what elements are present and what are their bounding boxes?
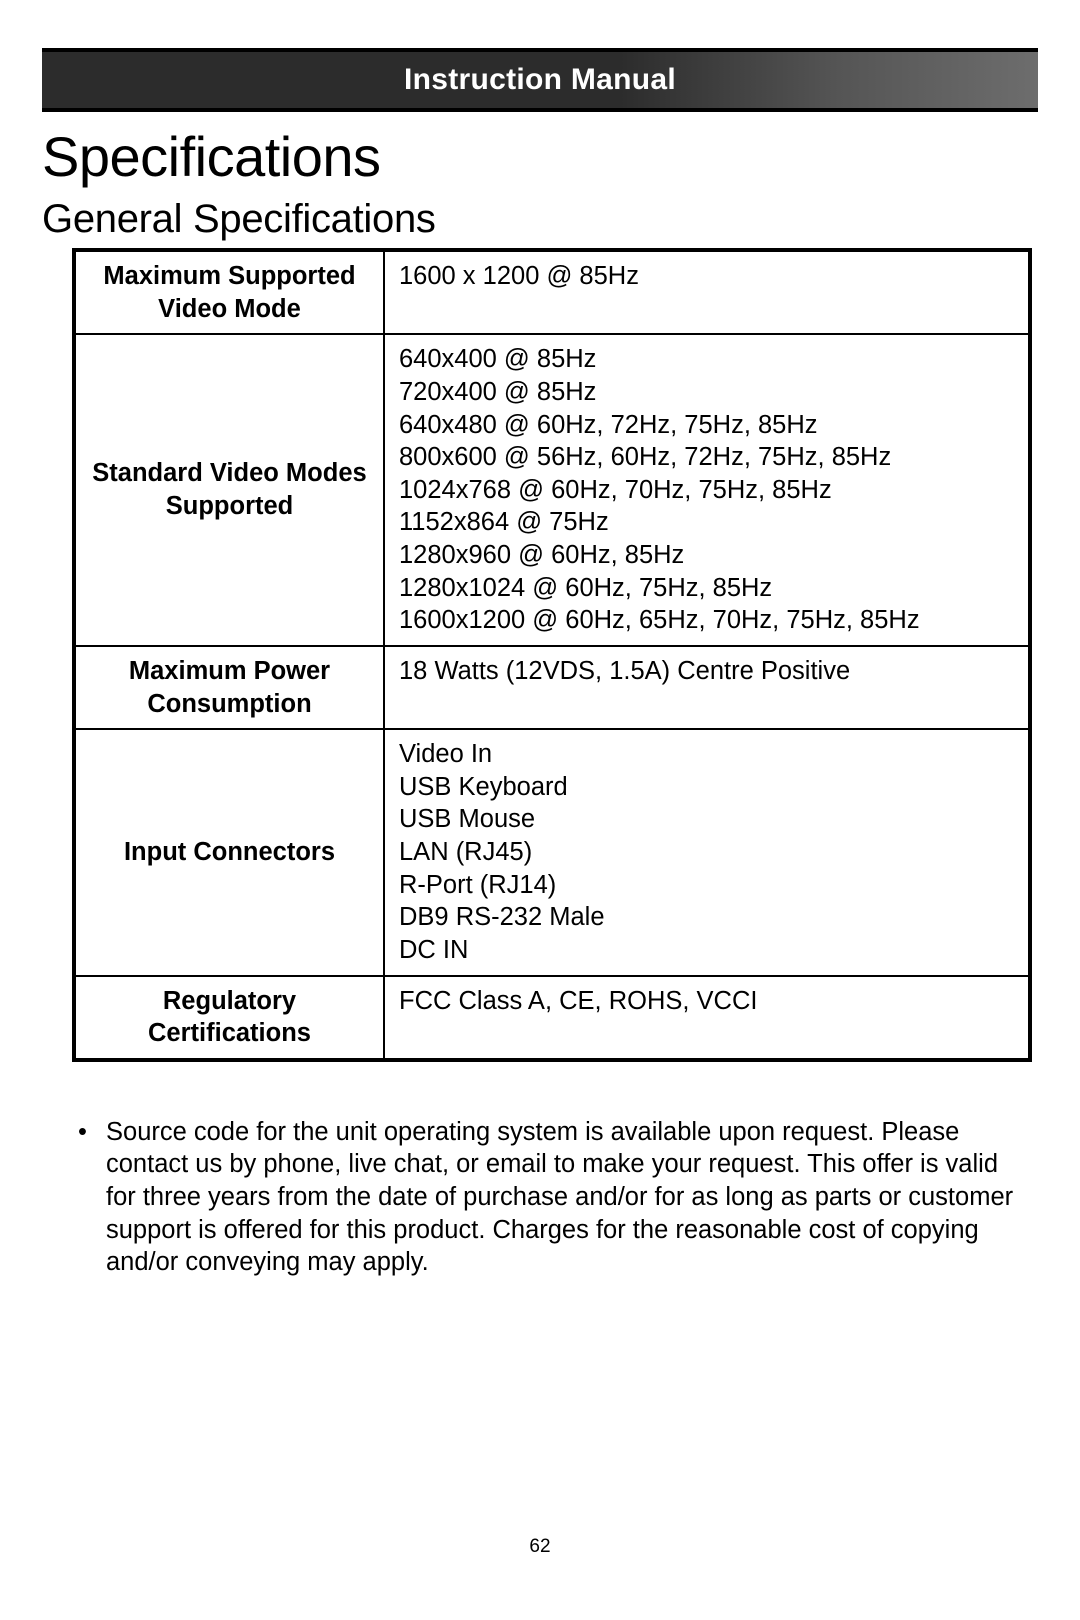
spec-value-line: 720x400 @ 85Hz [399, 376, 1014, 409]
table-row: Standard Video Modes Supported640x400 @ … [74, 334, 1030, 646]
table-row: Maximum Supported Video Mode 1600 x 1200 … [74, 250, 1030, 334]
header-title: Instruction Manual [404, 63, 676, 97]
spec-value-line: R-Port (RJ14) [399, 869, 1014, 902]
spec-value-line: 640x400 @ 85Hz [399, 343, 1014, 376]
spec-value: 640x400 @ 85Hz720x400 @ 85Hz640x480 @ 60… [384, 334, 1030, 646]
page-number: 62 [0, 1536, 1080, 1558]
spec-table: Maximum Supported Video Mode 1600 x 1200 … [72, 248, 1032, 1062]
note-text: Source code for the unit operating syste… [106, 1116, 1018, 1279]
page-title: Specifications [42, 124, 1038, 189]
spec-label: Input Connectors [74, 729, 384, 975]
spec-value-line: DC IN [399, 934, 1014, 967]
spec-label: Regulatory Certifications [74, 976, 384, 1060]
spec-value-line: DB9 RS-232 Male [399, 901, 1014, 934]
spec-value: Video InUSB KeyboardUSB MouseLAN (RJ45)R… [384, 729, 1030, 975]
manual-page: Instruction Manual Specifications Genera… [0, 0, 1080, 1620]
spec-value-line: 1152x864 @ 75Hz [399, 506, 1014, 539]
note-item: •Source code for the unit operating syst… [78, 1116, 1018, 1279]
spec-value-line: 1280x1024 @ 60Hz, 75Hz, 85Hz [399, 572, 1014, 605]
spec-value-line: USB Keyboard [399, 771, 1014, 804]
notes-section: •Source code for the unit operating syst… [42, 1116, 1038, 1279]
spec-value-line: LAN (RJ45) [399, 836, 1014, 869]
spec-value-line: USB Mouse [399, 803, 1014, 836]
spec-value-line: 1280x960 @ 60Hz, 85Hz [399, 539, 1014, 572]
table-row: Regulatory Certifications FCC Class A, CE… [74, 976, 1030, 1060]
spec-label: Standard Video Modes Supported [74, 334, 384, 646]
bullet-icon: • [78, 1116, 106, 1279]
spec-value-line: 640x480 @ 60Hz, 72Hz, 75Hz, 85Hz [399, 409, 1014, 442]
spec-value-line: 1600x1200 @ 60Hz, 65Hz, 70Hz, 75Hz, 85Hz [399, 604, 1014, 637]
table-row: Maximum Power Consumption 18 Watts (12VDS… [74, 646, 1030, 729]
spec-value-line: Video In [399, 738, 1014, 771]
spec-value: 18 Watts (12VDS, 1.5A) Centre Positive [384, 646, 1030, 729]
section-title: General Specifications [42, 197, 1038, 242]
spec-label: Maximum Power Consumption [74, 646, 384, 729]
spec-value-line: 18 Watts (12VDS, 1.5A) Centre Positive [399, 655, 1014, 688]
spec-value-line: FCC Class A, CE, ROHS, VCCI [399, 985, 1014, 1018]
spec-value-line: 1024x768 @ 60Hz, 70Hz, 75Hz, 85Hz [399, 474, 1014, 507]
spec-value: FCC Class A, CE, ROHS, VCCI [384, 976, 1030, 1060]
table-row: Input ConnectorsVideo InUSB KeyboardUSB … [74, 729, 1030, 975]
spec-value-line: 1600 x 1200 @ 85Hz [399, 260, 1014, 293]
header-bar: Instruction Manual [42, 48, 1038, 112]
spec-value: 1600 x 1200 @ 85Hz [384, 250, 1030, 334]
spec-value-line: 800x600 @ 56Hz, 60Hz, 72Hz, 75Hz, 85Hz [399, 441, 1014, 474]
spec-label: Maximum Supported Video Mode [74, 250, 384, 334]
